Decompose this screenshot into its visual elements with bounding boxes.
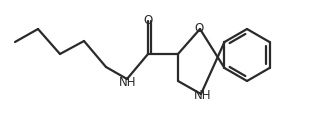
Text: NH: NH: [119, 75, 137, 88]
Text: NH: NH: [194, 89, 212, 102]
Text: O: O: [194, 22, 204, 35]
Text: O: O: [143, 13, 153, 26]
